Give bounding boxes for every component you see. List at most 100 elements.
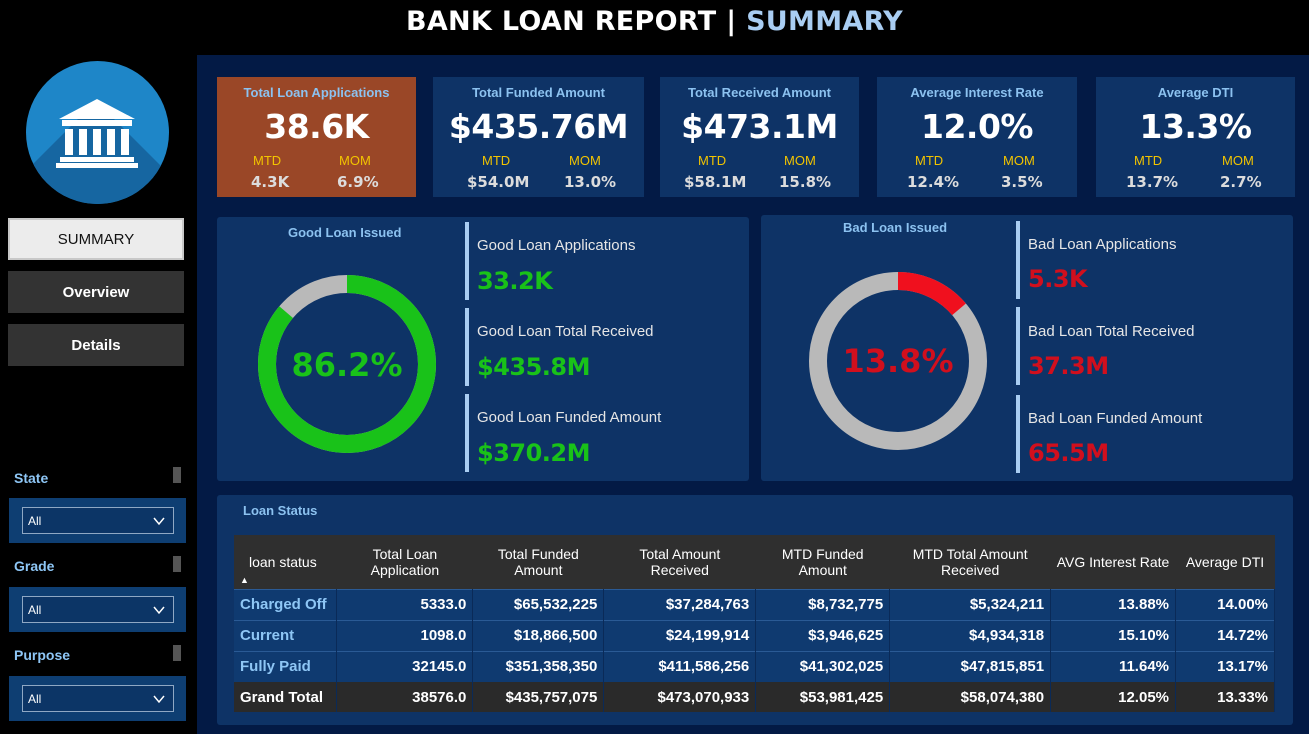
bad-loan-divider xyxy=(1016,307,1020,385)
table-cell: 32145.0 xyxy=(336,650,474,682)
nav-summary-button[interactable]: SUMMARY xyxy=(8,218,184,260)
table-cell: Charged Off xyxy=(234,588,338,620)
table-cell: 11.64% xyxy=(1050,650,1176,682)
column-header[interactable]: Total Amount Received xyxy=(603,535,756,589)
kpi-mom-value: 13.0% xyxy=(564,173,617,191)
bad-loan-funded-amount-label: Bad Loan Funded Amount xyxy=(1028,410,1203,427)
good-loan-total-received-value: $435.8M xyxy=(477,353,591,381)
kpi-mom-label: MOM xyxy=(1222,153,1254,168)
good-loan-donut[interactable] xyxy=(256,273,438,455)
nav-summary-label: SUMMARY xyxy=(57,230,135,248)
state-filter-handle[interactable] xyxy=(173,467,181,483)
good-loan-total-received-label: Good Loan Total Received xyxy=(477,323,654,340)
table-cell: $58,074,380 xyxy=(889,682,1052,712)
sort-ascending-icon: ▲ xyxy=(240,574,249,585)
table-cell: $473,070,933 xyxy=(603,682,757,712)
kpi-value: 12.0% xyxy=(921,107,1034,146)
page-title-separator: | xyxy=(726,6,737,37)
bank-logo xyxy=(26,61,169,204)
bad-loan-donut[interactable] xyxy=(807,270,989,452)
table-cell: $24,199,914 xyxy=(603,619,757,651)
state-select[interactable]: All xyxy=(22,507,174,534)
bad-loan-percent: 13.8% xyxy=(842,342,954,380)
column-header[interactable]: Total Funded Amount xyxy=(472,535,604,589)
kpi-mom-value: 15.8% xyxy=(779,173,832,191)
table-cell: 15.10% xyxy=(1050,619,1176,651)
good-loan-funded-amount-label: Good Loan Funded Amount xyxy=(477,409,662,426)
kpi-title: Average DTI xyxy=(1157,85,1234,100)
column-header-label: loan status xyxy=(249,553,317,570)
table-cell: $5,324,211 xyxy=(889,588,1052,620)
column-header[interactable]: AVG Interest Rate xyxy=(1050,535,1176,589)
grade-select[interactable]: All xyxy=(22,596,174,623)
table-cell: $3,946,625 xyxy=(755,619,891,651)
purpose-select-value: All xyxy=(28,691,42,706)
grade-filter-label: Grade xyxy=(14,558,55,574)
table-cell: 5333.0 xyxy=(336,588,474,620)
table-cell: 12.05% xyxy=(1050,682,1176,712)
table-cell: 38576.0 xyxy=(336,682,474,712)
kpi-total-loan-applications[interactable]: Total Loan Applications 38.6K MTD MOM 4.… xyxy=(217,77,416,197)
state-filter: All xyxy=(9,498,186,543)
page-title: BANK LOAN REPORT | SUMMARY xyxy=(0,6,1309,37)
kpi-mtd-label: MTD xyxy=(1134,153,1163,168)
page-title-main: BANK LOAN REPORT xyxy=(405,6,717,37)
bad-loan-donut-arc xyxy=(809,272,987,450)
purpose-select[interactable]: All xyxy=(22,685,174,712)
bad-loan-total-received-value: 37.3M xyxy=(1028,352,1109,380)
bad-loan-applications-value: 5.3K xyxy=(1028,265,1088,293)
column-header[interactable]: Total Loan Application xyxy=(336,535,473,589)
nav-details-button[interactable]: Details xyxy=(8,324,184,366)
purpose-filter-handle[interactable] xyxy=(173,645,181,661)
table-cell: 14.72% xyxy=(1175,619,1275,651)
table-cell: $37,284,763 xyxy=(603,588,757,620)
kpi-mom-label: MOM xyxy=(339,153,371,168)
state-select-value: All xyxy=(28,513,42,528)
nav-overview-button[interactable]: Overview xyxy=(8,271,184,313)
table-row[interactable]: Charged Off 5333.0 $65,532,225 $37,284,7… xyxy=(234,588,1275,620)
kpi-mom-value: 3.5% xyxy=(1001,173,1043,191)
column-header[interactable]: Average DTI xyxy=(1175,535,1275,589)
table-cell: $53,981,425 xyxy=(755,682,891,712)
kpi-mtd-label: MTD xyxy=(482,153,511,168)
kpi-average-interest-rate[interactable]: Average Interest Rate 12.0% MTD MOM 12.4… xyxy=(877,77,1077,197)
table-cell: 1098.0 xyxy=(336,619,474,651)
table-cell: $41,302,025 xyxy=(755,650,891,682)
chevron-down-icon xyxy=(153,695,165,704)
table-row[interactable]: Fully Paid 32145.0 $351,358,350 $411,586… xyxy=(234,650,1275,682)
table-row[interactable]: Current 1098.0 $18,866,500 $24,199,914 $… xyxy=(234,619,1275,651)
table-cell: $4,934,318 xyxy=(889,619,1052,651)
table-cell: Fully Paid xyxy=(234,650,338,682)
good-loan-applications-label: Good Loan Applications xyxy=(477,237,636,254)
table-cell: $351,358,350 xyxy=(472,650,605,682)
column-header[interactable]: loan status ▲ xyxy=(234,535,337,589)
nav-overview-label: Overview xyxy=(62,283,130,301)
grade-select-value: All xyxy=(28,602,42,617)
grade-filter-handle[interactable] xyxy=(173,556,181,572)
column-header[interactable]: MTD Total Amount Received xyxy=(889,535,1051,589)
table-header-row: loan status ▲ Total Loan Application Tota… xyxy=(234,535,1275,589)
kpi-average-dti[interactable]: Average DTI 13.3% MTD MOM 13.7% 2.7% xyxy=(1096,77,1295,197)
kpi-mom-label: MOM xyxy=(784,153,816,168)
kpi-mtd-label: MTD xyxy=(698,153,727,168)
grade-filter: All xyxy=(9,587,186,632)
table-cell: 13.88% xyxy=(1050,588,1176,620)
kpi-total-funded-amount[interactable]: Total Funded Amount $435.76M MTD MOM $54… xyxy=(433,77,644,197)
table-cell: $65,532,225 xyxy=(472,588,605,620)
bad-loan-divider xyxy=(1016,221,1020,299)
good-loan-divider xyxy=(465,394,469,472)
table-cell: $18,866,500 xyxy=(472,619,605,651)
bad-loan-divider xyxy=(1016,395,1020,473)
kpi-mom-value: 2.7% xyxy=(1220,173,1262,191)
kpi-mtd-value: 12.4% xyxy=(907,173,960,191)
table-cell: $47,815,851 xyxy=(889,650,1052,682)
bad-loan-applications-label: Bad Loan Applications xyxy=(1028,236,1177,253)
kpi-mtd-label: MTD xyxy=(915,153,944,168)
kpi-value: $435.76M xyxy=(448,107,629,146)
kpi-value: 38.6K xyxy=(264,107,369,146)
loan-status-table: loan status ▲ Total Loan Application Tota… xyxy=(234,535,1275,712)
column-header[interactable]: MTD Funded Amount xyxy=(755,535,890,589)
kpi-total-received-amount[interactable]: Total Received Amount $473.1M MTD MOM $5… xyxy=(660,77,859,197)
kpi-mom-value: 6.9% xyxy=(337,173,379,191)
kpi-title: Average Interest Rate xyxy=(910,85,1044,100)
